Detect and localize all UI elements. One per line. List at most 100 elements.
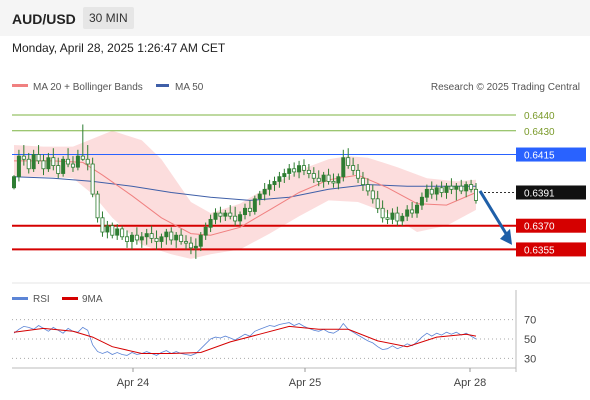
candle <box>154 230 159 250</box>
level-lines <box>12 114 516 251</box>
candle-body <box>282 173 287 178</box>
candle-body <box>61 158 66 174</box>
candle-body <box>311 173 316 179</box>
candle <box>208 214 213 233</box>
x-tick-label: Apr 28 <box>454 377 486 389</box>
x-axis: Apr 24 Apr 25 Apr 28 <box>117 368 486 389</box>
candle-body <box>41 160 46 170</box>
candle-body <box>247 207 252 212</box>
candle-body <box>66 158 71 165</box>
candle <box>405 205 410 221</box>
candle <box>203 222 208 240</box>
candle-body <box>90 163 95 195</box>
timeframe-button[interactable]: 30 MIN <box>83 7 134 29</box>
candle-body <box>272 181 277 185</box>
candle <box>306 164 311 179</box>
candle <box>134 227 139 245</box>
level-labels: 0.6440 0.6430 0.6415 0.6370 0.6355 0.6391 <box>516 111 586 257</box>
candle-body <box>120 228 125 238</box>
candle <box>228 205 233 220</box>
candle-body <box>139 236 144 241</box>
projection-arrow <box>478 190 512 245</box>
candle-body <box>174 234 179 241</box>
ma20-legend-label: MA 20 + Bollinger Bands <box>33 82 143 93</box>
candle <box>439 181 444 198</box>
rsi-ma-line <box>13 325 477 354</box>
candle <box>272 176 277 191</box>
candle-body <box>297 165 302 173</box>
level-tag-0.6415 <box>516 147 586 162</box>
candle <box>139 232 144 248</box>
candle <box>341 149 346 182</box>
candle-body <box>228 212 233 217</box>
candle <box>380 200 385 223</box>
candle-body <box>424 188 429 198</box>
candle-body <box>262 188 267 195</box>
candle-body <box>164 231 169 238</box>
candle <box>16 149 21 182</box>
rsi-tick-30: 30 <box>524 353 536 365</box>
candle <box>351 157 356 176</box>
candle <box>356 164 361 183</box>
candle <box>61 156 66 177</box>
rsi-legend-label: RSI <box>33 294 50 305</box>
candle <box>41 154 46 176</box>
candle-body <box>395 212 400 222</box>
candle <box>223 209 228 221</box>
candle <box>297 160 302 179</box>
candle <box>429 181 434 199</box>
candle <box>21 145 26 166</box>
candle-body <box>454 185 459 190</box>
candle-body <box>51 157 56 166</box>
candle <box>242 203 247 220</box>
candle <box>321 171 326 188</box>
candle <box>169 227 174 245</box>
candle-body <box>36 154 41 162</box>
candle-body <box>380 207 385 219</box>
candle <box>213 208 218 225</box>
candle-body <box>439 187 444 193</box>
candle <box>100 211 105 237</box>
candle-body <box>336 176 341 184</box>
candle <box>95 190 100 223</box>
candle-body <box>292 168 297 173</box>
candle <box>252 195 257 215</box>
candle <box>159 233 164 248</box>
ma9-legend-label: 9MA <box>82 294 103 305</box>
candle-body <box>375 198 380 209</box>
candle <box>454 183 459 201</box>
candle <box>360 171 365 191</box>
candle <box>336 173 341 190</box>
candle-body <box>306 169 311 174</box>
candle <box>184 235 189 250</box>
rsi-tick-70: 70 <box>524 315 536 327</box>
candle <box>459 179 464 195</box>
candle-body <box>370 190 375 200</box>
candle <box>410 201 415 218</box>
candle <box>385 209 390 225</box>
candle-body <box>95 193 100 219</box>
pair-title: AUD/USD <box>12 11 76 27</box>
candle <box>218 206 223 223</box>
candle <box>282 168 287 183</box>
candle-body <box>125 236 130 242</box>
candle-body <box>179 234 184 242</box>
candle <box>105 220 110 239</box>
candle <box>331 173 336 188</box>
candle-body <box>429 188 434 195</box>
research-credit: Research © 2025 Trading Central <box>431 82 580 93</box>
candle <box>46 152 51 172</box>
candle-body <box>410 209 415 214</box>
rsi-tick-50: 50 <box>524 334 536 346</box>
candle <box>110 222 115 239</box>
projection-line <box>478 190 510 238</box>
candle <box>415 201 420 218</box>
level-tag-0.6355 <box>516 242 586 257</box>
candle <box>316 170 321 187</box>
candle-body <box>56 165 61 174</box>
candle-body <box>203 226 208 236</box>
candle-body <box>257 193 262 200</box>
candle <box>311 167 316 183</box>
x-tick-label: Apr 25 <box>289 377 321 389</box>
